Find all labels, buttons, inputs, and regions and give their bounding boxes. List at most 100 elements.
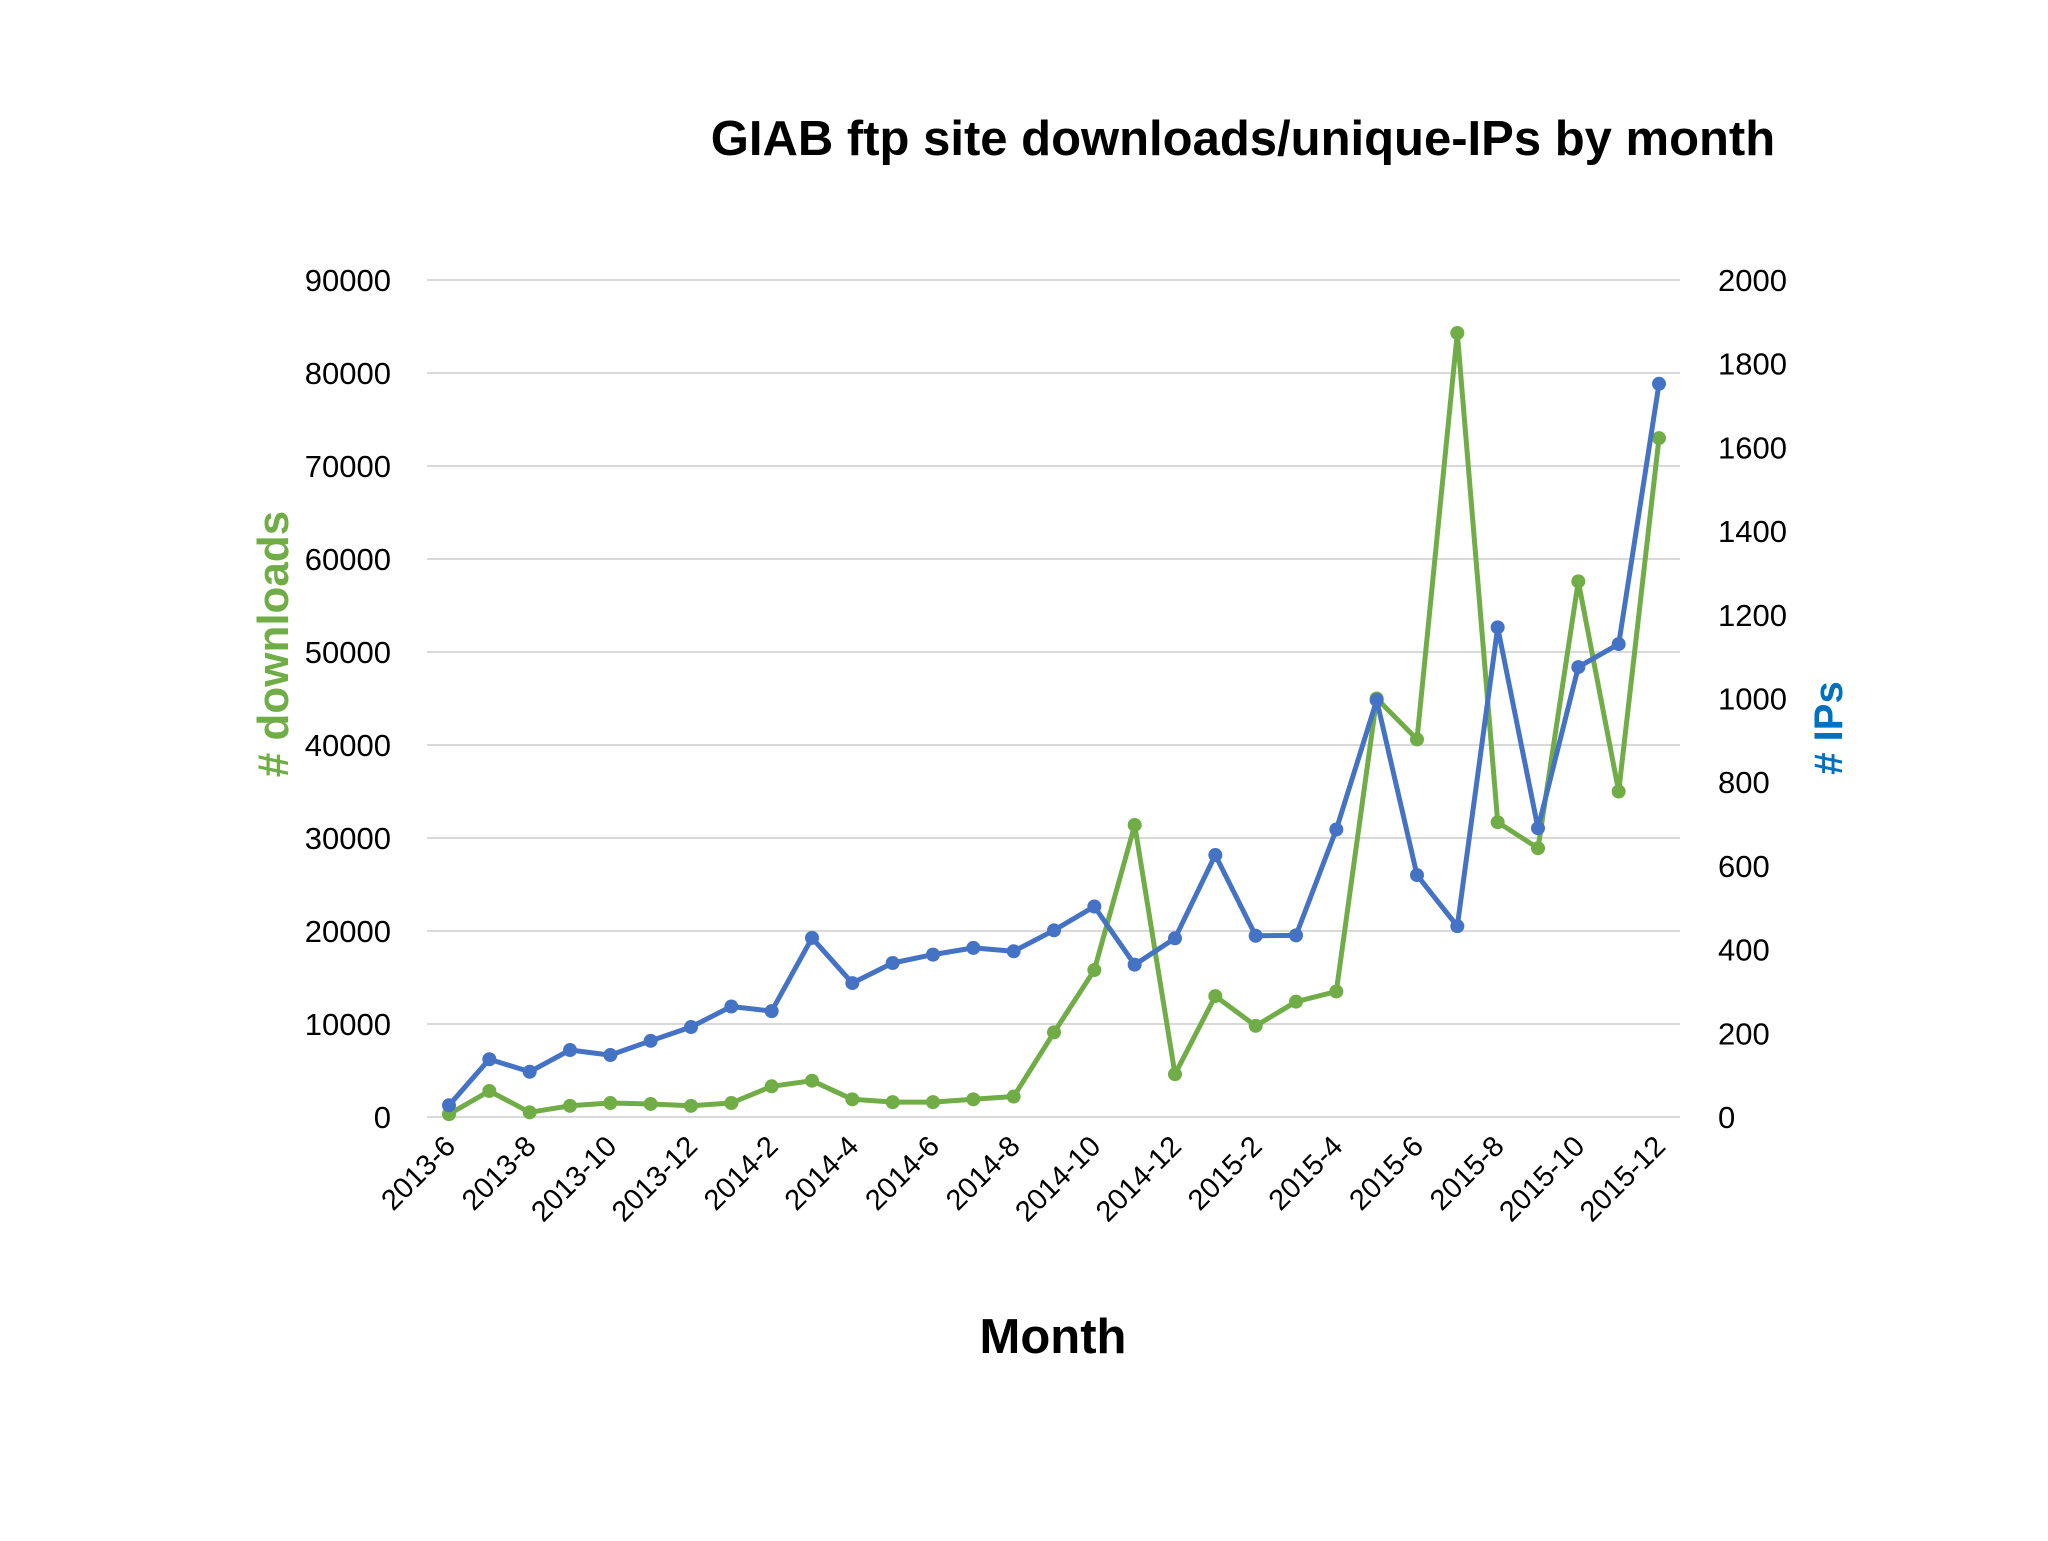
right-tick-label: 2000	[1718, 263, 1787, 298]
data-point	[1531, 821, 1545, 836]
x-tick-label: 2015-2	[1182, 1130, 1268, 1216]
data-point	[1289, 928, 1303, 943]
data-point	[1168, 931, 1182, 946]
data-point	[845, 1092, 860, 1107]
data-point	[1490, 815, 1505, 830]
left-tick-label: 90000	[305, 263, 391, 298]
left-tick-label: 80000	[305, 356, 391, 391]
chart-title: GIAB ftp site downloads/unique-IPs by mo…	[711, 112, 1775, 166]
x-tick-label: 2013-6	[375, 1130, 461, 1216]
x-tick-label: 2014-4	[779, 1130, 865, 1216]
left-tick-label: 30000	[305, 821, 391, 856]
data-point	[603, 1096, 618, 1111]
left-tick-label: 20000	[305, 914, 391, 949]
data-point	[1087, 963, 1102, 978]
left-tick-label: 10000	[305, 1007, 391, 1042]
data-point	[805, 930, 819, 945]
data-point	[643, 1033, 658, 1048]
data-point	[643, 1096, 658, 1111]
data-point	[724, 1096, 739, 1111]
data-point	[764, 1079, 779, 1094]
data-point	[764, 1004, 779, 1019]
data-point	[885, 1095, 900, 1110]
data-point	[1208, 989, 1223, 1004]
data-point	[482, 1083, 497, 1098]
data-point	[684, 1098, 698, 1113]
data-point	[845, 976, 860, 991]
data-point	[1369, 693, 1384, 708]
series-downloads	[442, 326, 1666, 1122]
data-point	[1652, 376, 1666, 391]
data-point	[1531, 841, 1545, 856]
data-point	[926, 947, 940, 962]
right-tick-label: 200	[1718, 1016, 1770, 1051]
data-point	[1208, 848, 1223, 863]
data-point	[1168, 1067, 1182, 1082]
data-point	[1329, 984, 1344, 999]
right-tick-label: 1400	[1718, 514, 1787, 549]
data-point	[522, 1064, 537, 1079]
data-point	[1450, 919, 1465, 934]
data-point	[1410, 868, 1424, 883]
right-axis-label: # IPs	[1807, 681, 1851, 774]
data-point	[885, 955, 900, 970]
data-point	[1329, 822, 1344, 837]
data-point	[1248, 928, 1263, 943]
data-point	[1611, 637, 1626, 652]
left-tick-label: 40000	[305, 728, 391, 763]
series-ips	[442, 376, 1666, 1113]
x-tick-label: 2015-4	[1263, 1130, 1349, 1216]
data-point	[482, 1052, 497, 1067]
right-tick-label: 400	[1718, 933, 1770, 968]
right-tick-label: 800	[1718, 765, 1770, 800]
left-tick-label: 60000	[305, 542, 391, 577]
data-point	[522, 1105, 537, 1120]
x-tick-label: 2014-10	[1009, 1130, 1107, 1228]
data-point	[1652, 431, 1666, 446]
data-point	[1289, 994, 1303, 1009]
data-point	[966, 1092, 981, 1107]
left-axis-ticks: 0 10000 20000 30000 40000 50000 60000 70000 8000…	[305, 263, 391, 1135]
x-tick-label: 2013-12	[606, 1130, 704, 1228]
right-tick-label: 1200	[1718, 598, 1787, 633]
data-point	[442, 1098, 456, 1113]
data-point	[1248, 1018, 1263, 1033]
data-point	[724, 999, 739, 1014]
data-point	[1047, 1025, 1061, 1040]
data-point	[1006, 1089, 1021, 1104]
right-tick-label: 1600	[1718, 430, 1787, 465]
data-point	[1127, 817, 1142, 832]
data-point	[805, 1073, 819, 1088]
x-tick-label: 2015-6	[1343, 1130, 1429, 1216]
right-axis-ticks: 0 200 400 600 800 1000 1200 1400 1600 1800 2000	[1718, 263, 1787, 1135]
right-tick-label: 1800	[1718, 347, 1787, 382]
x-tick-label: 2014-12	[1090, 1130, 1188, 1228]
data-point	[926, 1095, 940, 1110]
data-point	[1611, 784, 1626, 799]
data-point	[1006, 944, 1021, 959]
data-point	[563, 1098, 577, 1113]
data-point	[1127, 957, 1142, 972]
data-point	[1047, 923, 1061, 938]
data-point	[1410, 732, 1424, 747]
x-axis-label: Month	[980, 1310, 1127, 1364]
data-point	[966, 940, 981, 955]
left-tick-label: 50000	[305, 635, 391, 670]
series-line	[447, 330, 1662, 1117]
right-tick-label: 600	[1718, 849, 1770, 884]
x-tick-label: 2015-10	[1493, 1130, 1591, 1228]
data-point	[1450, 326, 1465, 341]
left-tick-label: 0	[374, 1100, 391, 1135]
data-point	[1490, 620, 1505, 635]
series-layer	[442, 326, 1666, 1122]
data-point	[1571, 574, 1586, 589]
x-axis-ticks: 2013-62013-82013-102013-122014-22014-420…	[375, 1130, 1671, 1228]
x-tick-label: 2015-12	[1574, 1130, 1672, 1228]
data-point	[1571, 660, 1586, 675]
gridlines	[427, 279, 1680, 1118]
data-point	[1087, 899, 1102, 914]
data-point	[563, 1043, 577, 1058]
x-tick-label: 2014-2	[698, 1130, 784, 1216]
